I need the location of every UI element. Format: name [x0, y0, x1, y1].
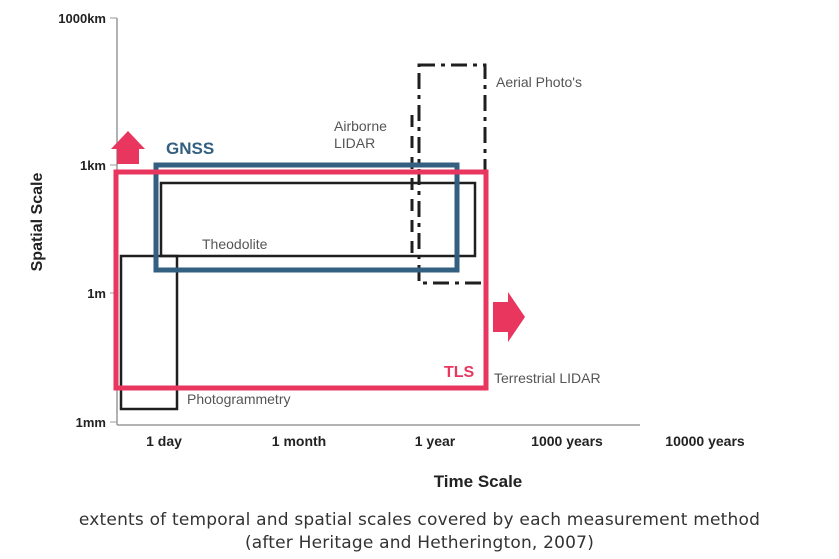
scale-diagram: 1000km 1km 1m 1mm 1 day 1 month 1 year 1…: [29, 11, 745, 490]
x-tick-label-10000-years: 10000 years: [665, 433, 745, 449]
caption-line-1: extents of temporal and spatial scales c…: [78, 510, 761, 530]
x-axis-title: Time Scale: [434, 472, 523, 490]
y-tick-label-1m: 1m: [87, 286, 106, 301]
x-tick-label-1-year: 1 year: [415, 433, 456, 449]
caption-line-2: (after Heritage and Hetherington, 2007): [244, 533, 595, 553]
airborne-lidar-label-line2: LIDAR: [334, 135, 375, 151]
up-arrow-icon: [111, 131, 145, 164]
x-tick-label-1-day: 1 day: [146, 433, 182, 449]
tls-label: TLS: [444, 364, 475, 381]
x-tick-label-1-month: 1 month: [272, 433, 326, 449]
theodolite-label: Theodolite: [202, 236, 268, 252]
airborne-lidar-label-line1: Airborne: [334, 118, 387, 134]
x-tick-label-1000-years: 1000 years: [531, 433, 603, 449]
gnss-extent: [153, 162, 460, 273]
gnss-label: GNSS: [166, 139, 214, 158]
y-tick-label-1000km: 1000km: [58, 11, 106, 26]
y-tick-label-1km: 1km: [80, 158, 106, 173]
tls-extent: [113, 169, 489, 391]
photogrammetry-extent: [119, 254, 179, 411]
photogrammetry-label: Photogrammetry: [187, 391, 290, 407]
y-axis-title: Spatial Scale: [29, 173, 46, 272]
aerial-photos-label: Aerial Photo's: [496, 74, 582, 90]
terrestrial-lidar-label: Terrestrial LIDAR: [494, 370, 601, 386]
y-tick-label-1mm: 1mm: [76, 415, 106, 430]
theodolite-extent: [159, 181, 477, 258]
right-arrow-icon: [493, 292, 525, 342]
